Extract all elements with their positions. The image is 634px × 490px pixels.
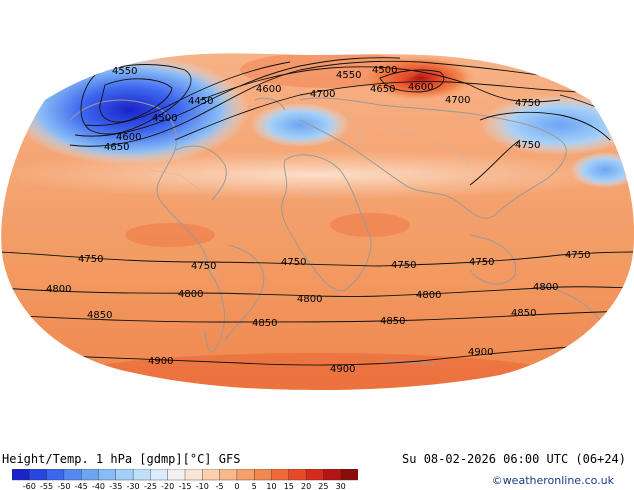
contour-label: 4750 xyxy=(515,98,540,109)
color-scale-tick-label: -5 xyxy=(216,482,224,490)
color-swatch xyxy=(12,469,30,481)
color-scale-tick-label: 0 xyxy=(234,482,239,490)
color-scale-ticks: -60 -55 -50 -45 -40 -35 -30 -25 -20 -15 -10 -5 0 5 10 1… xyxy=(23,482,346,490)
contour-label: 4750 xyxy=(515,140,540,151)
color-swatch xyxy=(115,469,134,481)
contour-label: 4750 xyxy=(391,260,416,271)
contour-label: 4500 xyxy=(372,65,397,76)
contour-label: 4750 xyxy=(565,250,590,261)
color-swatch xyxy=(80,469,99,481)
contour-label: 4650 xyxy=(104,142,129,153)
color-swatch xyxy=(184,469,203,481)
color-swatch xyxy=(29,469,48,481)
color-scale-tick-label: 5 xyxy=(252,482,257,490)
contour-label: 4800 xyxy=(178,289,203,300)
color-swatch xyxy=(340,469,358,481)
coastlines xyxy=(69,97,601,366)
contour-label: 4800 xyxy=(533,282,558,293)
color-swatch xyxy=(219,469,238,481)
contour-label: 4900 xyxy=(330,364,355,375)
color-scale-tick-label: -30 xyxy=(127,482,140,490)
contour-label: 4600 xyxy=(116,132,141,143)
valid-time: Su 08-02-2026 06:00 UTC (06+24) xyxy=(402,452,626,466)
color-swatch xyxy=(305,469,324,481)
color-scale-tick-label: -25 xyxy=(144,482,157,490)
contour-label: 4750 xyxy=(78,254,103,265)
color-scale-tick-label: -35 xyxy=(109,482,122,490)
color-swatch xyxy=(323,469,342,481)
contour-label: 4550 xyxy=(336,70,361,81)
contour-label: 4850 xyxy=(87,310,112,321)
color-scale-tick-label: 20 xyxy=(301,482,311,490)
color-swatch xyxy=(167,469,186,481)
contour-label: 4450 xyxy=(188,96,213,107)
color-scale-tick-label: -55 xyxy=(40,482,53,490)
contour-label: 4850 xyxy=(511,308,536,319)
color-swatch xyxy=(150,469,169,481)
color-scale-tick-label: -40 xyxy=(92,482,105,490)
color-swatch xyxy=(132,469,151,481)
color-scale-tick-label: 10 xyxy=(266,482,276,490)
contour-label: 4900 xyxy=(468,347,493,358)
contour-label: 4750 xyxy=(281,257,306,268)
height-contours xyxy=(1,57,634,366)
color-scale-tick-label: 30 xyxy=(336,482,346,490)
color-swatch xyxy=(236,469,255,481)
contour-label: 4750 xyxy=(469,257,494,268)
color-swatch xyxy=(98,469,117,481)
color-scale-tick-label: -45 xyxy=(75,482,88,490)
contour-label: 4800 xyxy=(416,290,441,301)
credit-link[interactable]: ©weatheronline.co.uk xyxy=(491,474,614,487)
contour-label: 4600 xyxy=(408,82,433,93)
contour-label: 4850 xyxy=(380,316,405,327)
contour-label: 4550 xyxy=(112,66,137,77)
contour-label: 4500 xyxy=(152,113,177,124)
contour-label: 4700 xyxy=(445,95,470,106)
color-scale-tick-label: 15 xyxy=(284,482,294,490)
color-swatch xyxy=(271,469,290,481)
color-scale-tick-label: 25 xyxy=(318,482,328,490)
contour-labels: 4550 4450 4500 4600 4650 4600 4500 4550 … xyxy=(46,65,590,375)
color-scale-tick-label: -20 xyxy=(161,482,174,490)
contour-label: 4850 xyxy=(252,318,277,329)
color-scale-tick-label: -10 xyxy=(196,482,209,490)
color-swatch xyxy=(46,469,65,481)
country-borders xyxy=(149,109,471,281)
color-scale-legend: -60 -55 -50 -45 -40 -35 -30 -25 -20 -15 -10 -5 0 5 10 1… xyxy=(12,469,358,490)
map-title: Height/Temp. 1 hPa [gdmp][°C] GFS xyxy=(2,452,241,466)
color-scale-tick-label: -50 xyxy=(57,482,70,490)
contour-label: 4750 xyxy=(191,261,216,272)
color-swatch xyxy=(253,469,272,481)
color-scale-tick-label: -15 xyxy=(178,482,191,490)
contour-label: 4600 xyxy=(256,84,281,95)
weather-map: 4550 4450 4500 4600 4650 4600 4500 4550 … xyxy=(1,53,634,390)
contour-label: 4900 xyxy=(148,356,173,367)
contour-label: 4700 xyxy=(310,89,335,100)
color-swatch xyxy=(63,469,82,481)
contour-label: 4650 xyxy=(370,84,395,95)
contour-label: 4800 xyxy=(297,294,322,305)
contour-label: 4800 xyxy=(46,284,71,295)
color-scale-swatches xyxy=(12,469,358,481)
color-scale-tick-label: -60 xyxy=(23,482,36,490)
color-swatch xyxy=(202,469,221,481)
color-swatch xyxy=(288,469,307,481)
